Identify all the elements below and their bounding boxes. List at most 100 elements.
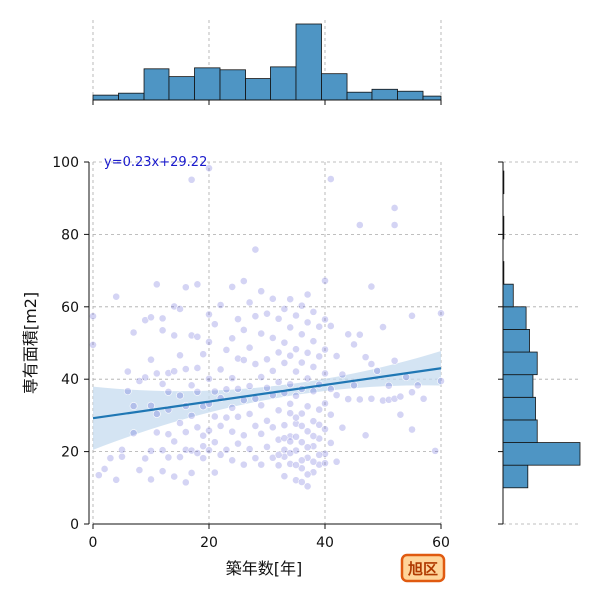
scatter-point (239, 431, 248, 440)
scatter-point (135, 466, 144, 474)
scatter-point (315, 420, 324, 429)
scatter-point (332, 352, 341, 360)
scatter-point (257, 373, 266, 381)
scatter-point (315, 352, 324, 361)
scatter-point (303, 443, 312, 452)
scatter-point (361, 431, 370, 440)
x-hist-bar (270, 66, 297, 101)
scatter-point (181, 428, 190, 436)
scatter-point (251, 245, 260, 254)
scatter-point (170, 472, 179, 481)
scatter-point (297, 301, 306, 310)
scatter-point (129, 328, 138, 337)
scatter-point (431, 446, 440, 455)
scatter-point (303, 348, 312, 357)
scatter-point (257, 287, 266, 296)
scatter-point (89, 312, 97, 321)
scatter-point (170, 331, 179, 340)
scatter-point (297, 409, 306, 418)
scatter-point (123, 387, 132, 396)
scatter-point (205, 426, 213, 435)
scatter-panel: 0 20 40 60 0 20 40 60 80 100 (52, 155, 450, 551)
scatter-point (245, 445, 254, 453)
scatter-point (286, 323, 295, 332)
scatter-point (292, 419, 300, 428)
y-axis-title: 専有面積[m2] (21, 292, 40, 394)
y-tick-label: 0 (70, 517, 79, 533)
scatter-point (263, 416, 271, 425)
scatter-point (245, 298, 254, 307)
scatter-point (367, 360, 376, 368)
scatter-point (280, 305, 289, 313)
scatter-point (129, 402, 138, 410)
scatter-point (274, 450, 283, 459)
scatter-point (187, 175, 196, 184)
scatter-point (321, 315, 329, 324)
scatter-point (251, 360, 260, 368)
scatter-point (251, 312, 260, 321)
scatter-point (152, 410, 161, 418)
scatter-point (286, 460, 295, 468)
scatter-point (280, 434, 289, 443)
scatter-point (303, 318, 312, 327)
scatter-point (321, 345, 329, 354)
scatter-point (338, 423, 347, 432)
scatter-point (321, 399, 329, 408)
scatter-point (152, 428, 161, 437)
scatter-point (297, 421, 306, 430)
scatter-point (181, 365, 190, 373)
scatter-point (292, 345, 300, 354)
scatter-point (205, 310, 213, 319)
x-tick-label: 0 (89, 535, 98, 551)
scatter-point (268, 423, 277, 432)
scatter-point (303, 470, 312, 479)
scatter-point (326, 322, 335, 330)
scatter-point (164, 369, 173, 377)
scatter-point (123, 367, 132, 376)
scatter-point (141, 373, 150, 382)
scatter-point (390, 356, 399, 365)
scatter-point (292, 311, 300, 320)
scatter-point (303, 402, 312, 411)
x-hist-bar (194, 67, 221, 101)
y-hist-bar (502, 419, 538, 443)
scatter-point (118, 445, 126, 454)
scatter-point (274, 378, 283, 386)
scatter-point (251, 421, 260, 430)
scatter-point (245, 343, 254, 352)
scatter-point (234, 439, 242, 448)
y-tick-label: 100 (52, 155, 79, 171)
scatter-point (141, 454, 150, 463)
y-hist-bar (502, 374, 534, 398)
scatter-point (321, 449, 329, 458)
scatter-point (129, 429, 138, 438)
scatter-point (193, 423, 202, 432)
scatter-point (228, 427, 237, 436)
scatter-point (193, 449, 202, 457)
scatter-point (245, 382, 254, 390)
scatter-point (263, 442, 271, 451)
scatter-point (199, 454, 208, 463)
scatter-point (100, 465, 109, 473)
scatter-point (274, 314, 283, 323)
scatter-point (437, 377, 445, 385)
scatter-point (390, 204, 399, 212)
scatter-point (147, 401, 155, 410)
scatter-point (286, 399, 295, 408)
scatter-point (274, 435, 283, 444)
regression-line (92, 367, 442, 420)
scatter-point (112, 475, 121, 484)
y-hist-bar (502, 396, 536, 421)
scatter-point (286, 409, 295, 418)
scatter-point (292, 461, 300, 469)
x-marginal-histogram (92, 20, 442, 105)
scatter-point (251, 454, 260, 463)
scatter-point (286, 380, 295, 389)
scatter-point (176, 453, 184, 461)
scatter-point (350, 381, 358, 390)
scatter-point (176, 305, 184, 313)
scatter-point (297, 478, 306, 486)
x-hist-bar (92, 94, 119, 101)
y-hist-bar (502, 283, 514, 308)
scatter-point (309, 457, 318, 466)
